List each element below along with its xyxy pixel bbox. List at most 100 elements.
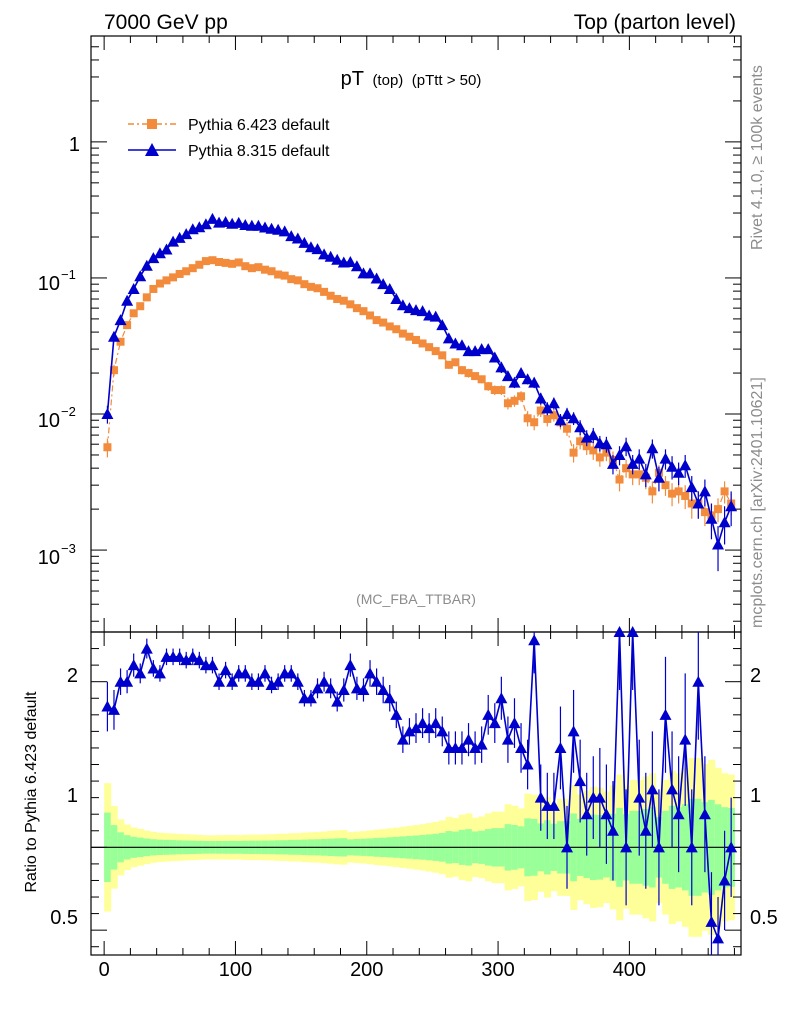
data-point-p6 (149, 284, 158, 293)
data-point-p8 (232, 216, 245, 228)
data-point-p6 (451, 358, 460, 367)
data-point-p6 (503, 399, 512, 408)
ratio-point (344, 659, 357, 671)
data-point-p6 (287, 275, 296, 284)
data-point-p6 (326, 291, 335, 300)
ratio-point (252, 675, 265, 687)
data-point-p8 (134, 270, 147, 282)
data-point-p8 (199, 218, 212, 230)
ratio-point (364, 667, 377, 679)
ratio-point (521, 758, 534, 770)
data-point-p8 (718, 516, 731, 528)
data-point-p8 (442, 332, 455, 344)
data-point-p8 (344, 255, 357, 267)
ratio-point (416, 717, 429, 729)
ratio-point (482, 708, 495, 720)
ratio-ylabel: Ratio to Pythia 6.423 default (23, 691, 40, 893)
ratio-point (652, 841, 665, 853)
data-point-p8 (672, 466, 685, 478)
data-point-p6 (116, 337, 125, 346)
data-point-p8 (554, 414, 567, 426)
data-point-p6 (260, 265, 269, 274)
data-point-p6 (228, 259, 237, 268)
data-point-p8 (121, 294, 134, 306)
data-point-p6 (648, 487, 657, 496)
data-point-p8 (370, 272, 383, 284)
data-point-p6 (398, 329, 407, 338)
data-point-p8 (574, 421, 587, 433)
data-point-p6 (438, 351, 447, 360)
data-point-p8 (285, 230, 298, 242)
ratio-point (436, 725, 449, 737)
ratio-tick-2-right: 2 (750, 665, 761, 687)
data-point-p6 (700, 508, 709, 517)
ratio-point (606, 824, 619, 836)
data-point-p6 (464, 369, 473, 378)
data-point-p8 (652, 471, 665, 483)
legend-label-p8: Pythia 8.315 default (188, 143, 330, 160)
data-point-p8 (495, 361, 508, 373)
legend-marker-triangle (145, 143, 159, 156)
ratio-point (633, 791, 646, 803)
data-point-p8 (252, 219, 265, 231)
data-point-p6 (103, 443, 112, 452)
data-point-p8 (679, 459, 692, 471)
ratio-point (580, 808, 593, 820)
data-point-p6 (254, 263, 263, 272)
data-point-p6 (162, 276, 171, 285)
data-point-p6 (300, 280, 309, 289)
data-point-p8 (127, 282, 140, 294)
data-point-p6 (247, 264, 256, 273)
ratio-tick-1-left: 1 (67, 785, 78, 807)
legend: Pythia 6.423 default Pythia 8.315 defaul… (128, 117, 330, 160)
xtick-labels: 0 100 200 300 400 (99, 959, 647, 981)
data-point-p6 (576, 437, 585, 446)
data-point-p6 (320, 287, 329, 296)
ratio-tick-05-right: 0.5 (750, 907, 778, 929)
data-point-p8 (298, 236, 311, 248)
main-data (101, 212, 738, 572)
ratio-point (679, 733, 692, 745)
data-point-p6 (681, 491, 690, 500)
data-point-p6 (366, 311, 375, 320)
data-point-p6 (333, 295, 342, 304)
xtick-label-0: 0 (99, 959, 110, 981)
data-point-p6 (471, 372, 480, 381)
data-point-p8 (140, 259, 153, 271)
ratio-frame (90, 631, 742, 956)
ratio-point (410, 722, 422, 734)
data-point-p8 (180, 228, 193, 240)
data-point-p6 (517, 392, 526, 401)
ratio-point (593, 791, 606, 803)
data-point-p8 (600, 438, 613, 450)
ytick-label-1: 1 (69, 134, 80, 156)
data-point-p6 (123, 321, 132, 330)
data-point-p8 (114, 314, 127, 326)
data-point-p8 (705, 512, 718, 524)
ratio-point (469, 741, 482, 753)
data-point-p8 (291, 232, 304, 244)
ratio-point (291, 675, 304, 687)
ratio-point (285, 667, 298, 679)
ratio-point (488, 717, 501, 729)
data-point-p8 (633, 452, 646, 464)
data-point-p8 (515, 367, 528, 379)
data-point-p8 (219, 215, 232, 227)
ratio-point (508, 717, 521, 729)
data-point-p8 (167, 235, 180, 247)
data-point-p6 (536, 406, 545, 415)
data-point-p6 (136, 302, 145, 311)
ratio-point (239, 667, 252, 679)
data-point-p8 (725, 500, 738, 512)
ratio-point (515, 741, 528, 753)
ratio-point (718, 874, 731, 886)
ratio-point (219, 664, 232, 676)
data-point-p6 (661, 481, 670, 490)
ratio-tick-2-left: 2 (67, 665, 78, 687)
data-point-p6 (615, 475, 624, 484)
data-point-p8 (193, 221, 206, 233)
data-point-p8 (390, 293, 403, 305)
data-point-p6 (543, 414, 552, 423)
ratio-point (561, 841, 574, 853)
ratio-point (534, 791, 547, 803)
